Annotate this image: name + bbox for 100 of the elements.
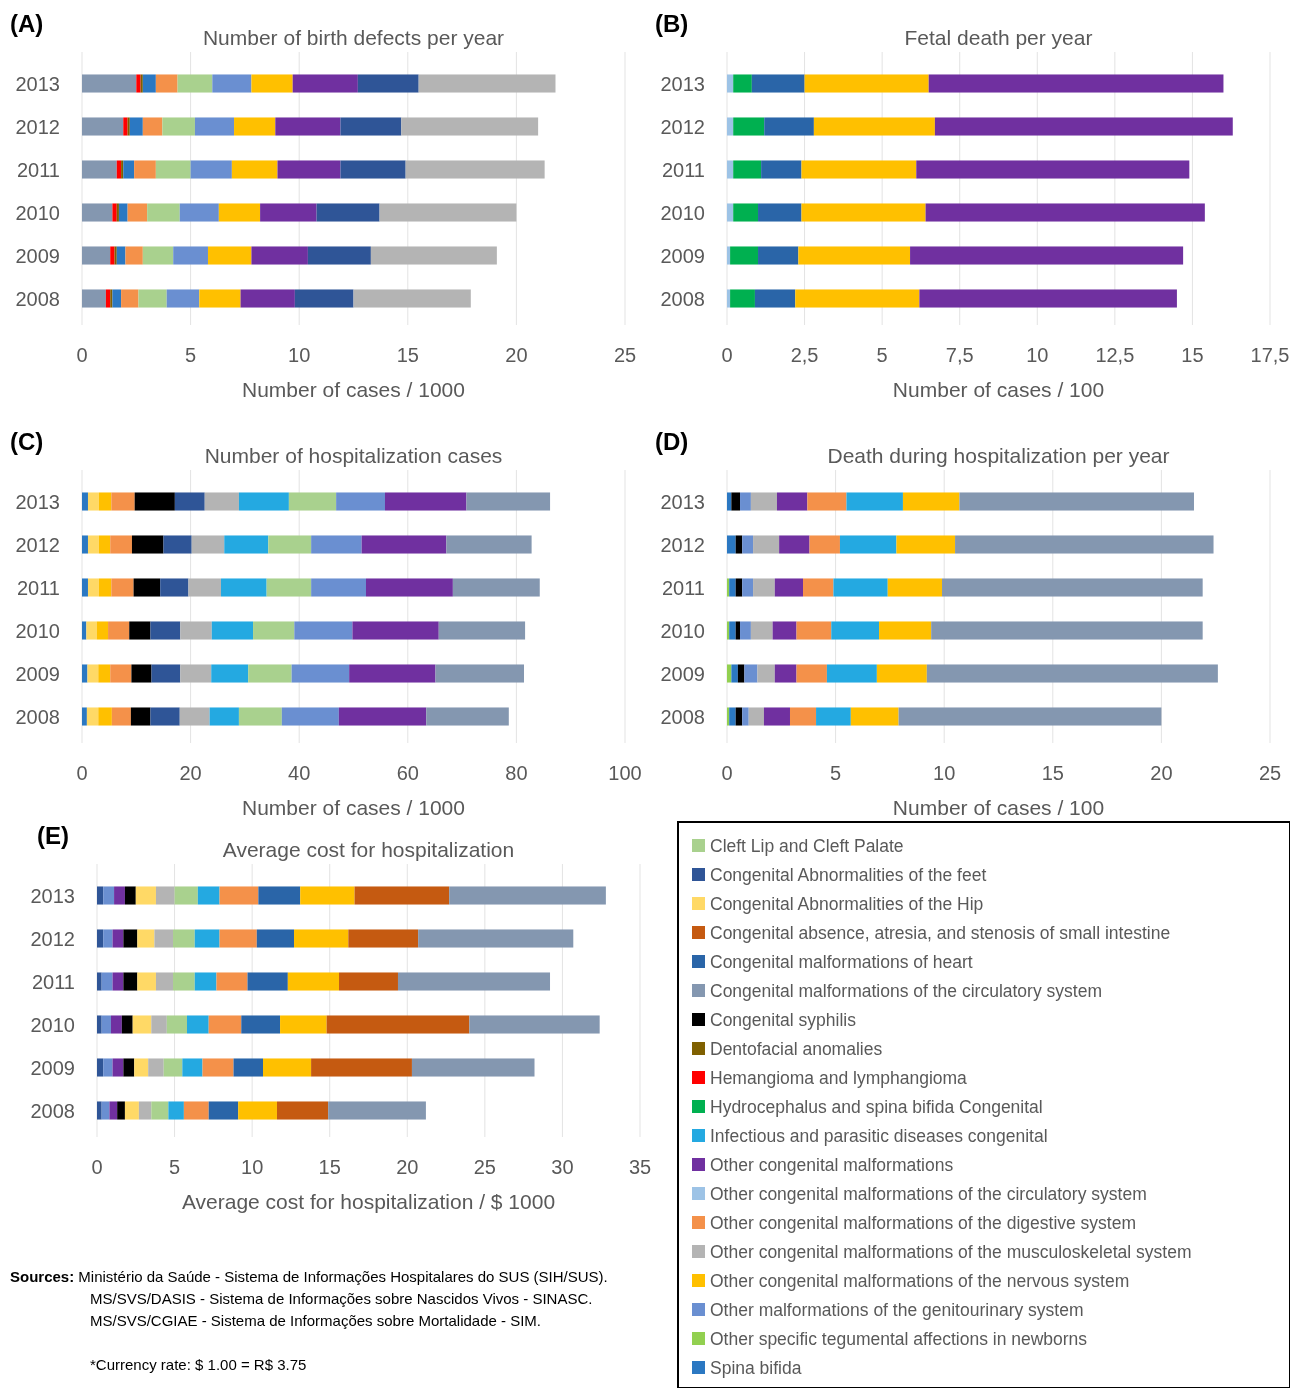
bar	[111, 492, 135, 511]
bar	[199, 289, 241, 308]
bar	[166, 289, 200, 308]
x-axis-title: Number of cases / 1000	[242, 796, 465, 819]
bar	[338, 707, 427, 726]
bar	[384, 492, 467, 511]
bar	[112, 972, 124, 991]
y-tick-label: 2009	[660, 244, 705, 267]
x-tick-label: 20	[396, 1156, 419, 1178]
y-tick-label: 2009	[660, 662, 705, 685]
bar	[82, 203, 113, 222]
x-tick-label: 10	[1026, 344, 1049, 366]
bar	[238, 492, 289, 511]
bar	[112, 929, 124, 948]
bar	[761, 160, 802, 179]
bar	[238, 707, 282, 726]
bar	[466, 492, 551, 511]
legend-label: Other congenital malformations	[710, 1155, 954, 1175]
bar	[730, 246, 759, 265]
y-tick-label: 2010	[15, 201, 60, 224]
bar	[263, 1058, 312, 1077]
bar	[753, 578, 775, 597]
legend-label: Infectious and parasitic diseases congenital	[710, 1126, 1048, 1146]
bar	[300, 886, 355, 905]
bar	[179, 707, 210, 726]
bar	[97, 886, 104, 905]
bar	[131, 535, 164, 554]
bar	[763, 707, 790, 726]
bar	[82, 707, 87, 726]
bar	[135, 886, 156, 905]
bar	[916, 160, 1190, 179]
bar	[959, 492, 1194, 511]
bar	[839, 535, 897, 554]
bar	[204, 492, 239, 511]
x-tick-label: 2,5	[790, 344, 819, 366]
x-tick-label: 20	[1150, 762, 1173, 784]
bar	[190, 160, 232, 179]
bar	[934, 117, 1233, 136]
bar	[731, 664, 738, 683]
bar	[150, 621, 181, 640]
bar	[405, 160, 545, 179]
bar	[180, 664, 212, 683]
y-tick-label: 2011	[661, 576, 705, 599]
bar	[910, 246, 1184, 265]
x-tick-label: 5	[830, 762, 842, 784]
bar	[202, 1058, 234, 1077]
x-tick-label: 0	[721, 344, 733, 366]
y-tick-label: 2013	[30, 884, 75, 907]
bar	[207, 246, 252, 265]
x-tick-label: 15	[1041, 762, 1064, 784]
y-tick-label: 2008	[15, 705, 60, 728]
bar	[194, 929, 220, 948]
bar	[727, 289, 731, 308]
bar	[166, 1015, 187, 1034]
bar	[758, 246, 799, 265]
bar	[121, 1015, 133, 1034]
y-tick-label: 2008	[15, 287, 60, 310]
bar	[136, 74, 141, 93]
bar	[123, 1058, 135, 1077]
x-tick-label: 17,5	[1250, 344, 1290, 366]
bar	[426, 707, 509, 726]
bar	[896, 535, 956, 554]
bar	[925, 203, 1205, 222]
bar	[804, 74, 929, 93]
bar	[112, 1058, 124, 1077]
x-tick-label: 5	[876, 344, 888, 366]
bar	[87, 578, 99, 597]
y-tick-label: 2012	[15, 533, 60, 556]
bar	[98, 707, 112, 726]
bar	[352, 621, 439, 640]
bar	[86, 707, 99, 726]
bar	[82, 160, 117, 179]
bar	[764, 117, 814, 136]
bar	[129, 621, 151, 640]
bar	[151, 1015, 167, 1034]
bar	[82, 289, 106, 308]
bar	[258, 886, 301, 905]
bar	[116, 203, 119, 222]
bar	[142, 74, 156, 93]
bar	[174, 492, 205, 511]
legend-label: Congenital syphilis	[710, 1010, 857, 1030]
bar	[82, 492, 88, 511]
bar	[311, 1058, 412, 1077]
bar	[449, 886, 606, 905]
bar	[163, 535, 192, 554]
bar	[110, 246, 115, 265]
bar	[118, 203, 128, 222]
bar	[729, 578, 736, 597]
bar	[218, 203, 261, 222]
bar	[82, 535, 88, 554]
bar	[194, 117, 235, 136]
bar	[150, 707, 180, 726]
bar	[813, 117, 935, 136]
x-tick-label: 35	[628, 1156, 652, 1178]
bar	[729, 707, 736, 726]
bar	[98, 492, 112, 511]
bar	[114, 886, 125, 905]
bar	[111, 578, 134, 597]
x-tick-label: 30	[551, 1156, 574, 1178]
bar	[275, 117, 341, 136]
